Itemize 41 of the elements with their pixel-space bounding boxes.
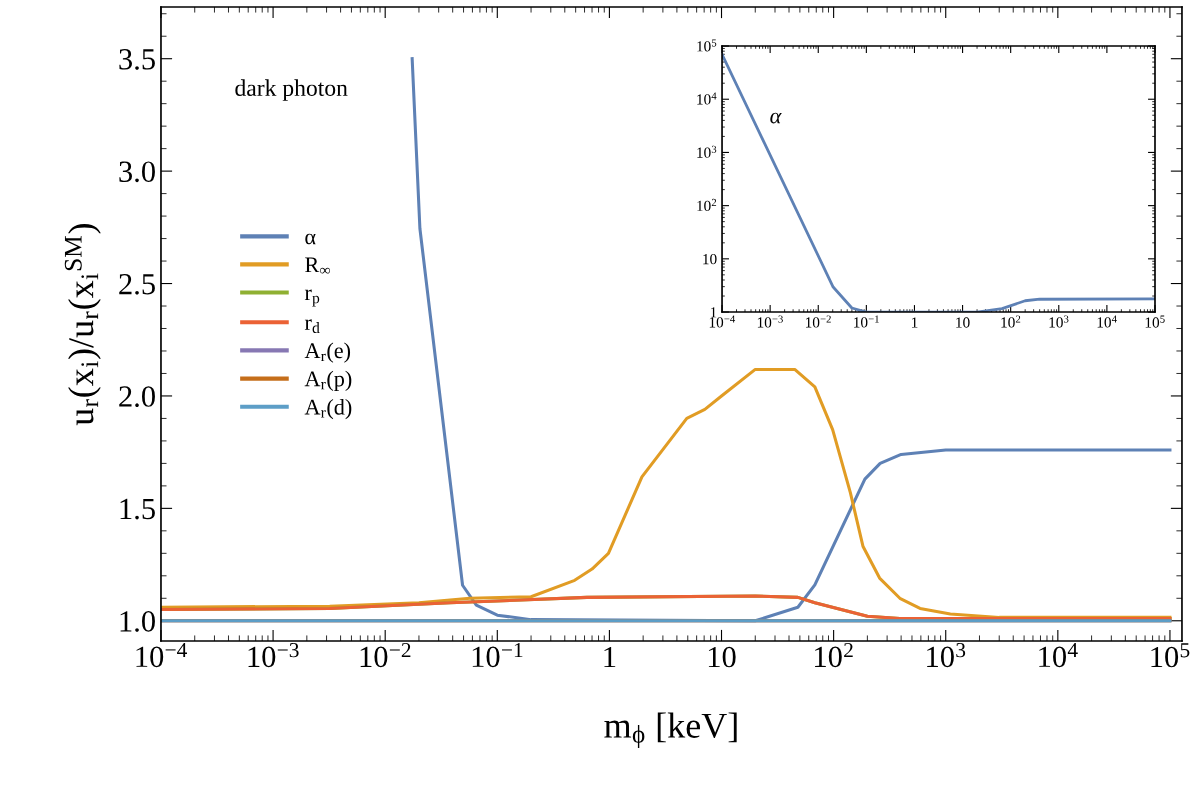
x-tick-label: 10$^{−2}$: [806, 315, 831, 328]
x-tick-label: 10$^{−4}$: [136, 642, 187, 668]
y-tick-label: 10$^{3}$: [697, 145, 717, 158]
y-tick-label: 10: [703, 253, 717, 265]
x-tick-label: 10$^{2}$: [815, 642, 853, 668]
x-tick-label: 10$^{2}$: [1001, 315, 1021, 328]
legend-label: A$_{r}$(d): [304, 398, 352, 420]
legend-label: A$_{r}$(e): [304, 342, 351, 363]
x-tick-label: 10$^{4}$: [1039, 642, 1078, 668]
y-tick-label: 2.0: [119, 386, 155, 407]
x-tick-label: 10$^{−3}$: [248, 642, 299, 668]
x-tick-label: 10$^{3}$: [1049, 315, 1069, 328]
y-tick-label: 10$^{4}$: [697, 92, 717, 105]
x-tick-label: 10$^{3}$: [927, 642, 966, 668]
legend-label: r$_{p}$: [304, 289, 320, 307]
y-tick-label: 1.5: [120, 498, 155, 520]
legend-label: α: [305, 233, 316, 245]
x-tick-label: 10$^{4}$: [1097, 315, 1117, 328]
y-tick-label: 3.5: [119, 49, 155, 70]
y-tick-label: 2.5: [119, 273, 155, 295]
x-tick-label: 10$^{−3}$: [757, 315, 783, 328]
x-tick-label: 1: [911, 317, 918, 328]
x-tick-label: 10: [956, 317, 970, 328]
y-tick-label: 1.0: [120, 611, 155, 632]
x-axis-title: m$_{ϕ}$ [keV]: [604, 712, 737, 748]
y-tick-label: 10$^{2}$: [697, 198, 717, 212]
legend-label: r$_{d}$: [304, 319, 320, 334]
x-tick-label: 10$^{−2}$: [360, 642, 411, 668]
y-tick-label: 3.0: [119, 161, 155, 183]
x-tick-label: 10$^{5}$: [1151, 643, 1190, 668]
y-tick-label: 10$^{5}$: [697, 39, 717, 52]
legend-label: R$_{∞}$: [305, 257, 330, 274]
x-tick-label: 1: [604, 646, 616, 668]
x-tick-label: 10$^{−1}$: [472, 642, 523, 668]
text: u$_{r}$(x$_{i}$)/u$_{r}$(x$_{i}$$^{SM}$): [64, 224, 101, 426]
series-label: α: [770, 112, 782, 124]
x-tick-label: 10$^{−1}$: [854, 315, 879, 328]
x-tick-label: 10$^{5}$: [1145, 315, 1165, 328]
legend-label: A$_{r}$(p): [304, 370, 352, 391]
annotation: dark photon: [235, 79, 348, 101]
y-tick-label: 1: [710, 307, 717, 318]
